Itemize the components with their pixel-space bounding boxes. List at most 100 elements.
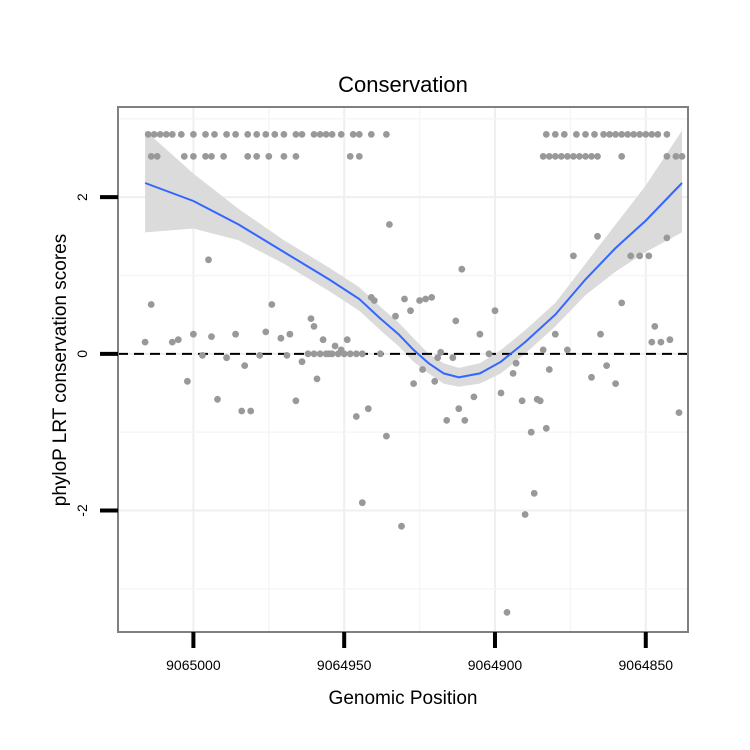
data-point <box>310 323 318 330</box>
data-point <box>618 153 626 160</box>
data-point <box>334 350 342 358</box>
data-point <box>349 131 357 138</box>
data-point <box>238 407 246 415</box>
chart-title: Conservation <box>338 72 468 97</box>
data-point <box>292 153 300 160</box>
data-point <box>177 131 185 138</box>
data-point <box>337 131 345 138</box>
data-point <box>630 131 638 138</box>
data-point <box>437 348 445 356</box>
data-point <box>331 342 339 350</box>
data-point <box>256 352 264 359</box>
data-point <box>322 350 330 358</box>
data-point <box>452 317 460 325</box>
data-point <box>573 131 580 138</box>
data-point <box>268 301 276 308</box>
data-point <box>582 131 589 138</box>
y-tick-label: 0 <box>74 350 90 358</box>
data-point <box>174 336 182 344</box>
data-point <box>570 153 577 160</box>
data-point <box>277 334 285 342</box>
data-point <box>431 377 439 385</box>
smooth-line <box>144 182 683 379</box>
data-point <box>392 312 399 320</box>
data-point <box>202 131 209 138</box>
data-point <box>168 338 176 346</box>
data-point <box>509 370 517 377</box>
data-point <box>594 232 601 240</box>
data-point <box>557 153 565 160</box>
data-point <box>232 330 240 338</box>
data-point <box>241 362 249 369</box>
data-point <box>675 409 683 416</box>
data-point <box>190 153 197 160</box>
data-point <box>449 354 457 362</box>
points-layer <box>141 131 686 616</box>
data-point <box>313 375 321 383</box>
data-point <box>310 350 318 358</box>
data-point <box>298 358 306 366</box>
data-point <box>663 234 671 242</box>
data-point <box>352 413 360 420</box>
data-point <box>672 153 680 160</box>
data-point <box>156 131 164 138</box>
data-point <box>271 131 279 138</box>
data-point <box>564 346 571 354</box>
data-point <box>497 389 505 397</box>
confidence-ribbon <box>145 130 683 387</box>
confidence-ribbon-layer <box>145 130 683 387</box>
data-point <box>560 131 568 138</box>
data-point <box>358 350 366 358</box>
data-point <box>651 323 659 330</box>
data-point <box>503 609 511 616</box>
data-point <box>588 373 595 381</box>
data-point <box>648 338 656 346</box>
data-point <box>223 131 231 138</box>
data-point <box>286 330 294 338</box>
data-point <box>244 153 252 160</box>
data-point <box>253 153 261 160</box>
data-point <box>419 366 426 373</box>
data-point <box>211 131 218 138</box>
y-tick-label: -2 <box>74 504 90 517</box>
data-point <box>594 153 601 160</box>
data-point <box>551 131 559 138</box>
data-point <box>220 153 228 160</box>
data-point <box>244 131 252 138</box>
data-point <box>316 350 324 358</box>
data-point <box>642 131 650 138</box>
data-point <box>545 366 553 373</box>
data-point <box>247 407 255 415</box>
data-point <box>612 380 619 387</box>
data-point <box>386 221 393 228</box>
data-point <box>603 362 610 369</box>
data-point <box>162 131 170 138</box>
data-point <box>551 153 559 160</box>
data-point <box>232 131 240 138</box>
x-axis-label: Genomic Position <box>329 688 478 709</box>
data-point <box>190 131 197 138</box>
data-point <box>180 153 188 160</box>
data-point <box>262 328 270 336</box>
data-point <box>588 153 595 160</box>
data-point <box>536 397 544 405</box>
data-point <box>322 131 330 138</box>
data-point <box>265 153 273 160</box>
data-point <box>407 307 414 315</box>
data-point <box>352 350 360 358</box>
data-point <box>208 333 215 340</box>
data-point <box>346 153 354 160</box>
data-point <box>223 354 231 362</box>
data-point <box>401 295 408 303</box>
data-point <box>434 354 442 362</box>
x-tick-label: 9064950 <box>317 657 372 673</box>
data-point <box>328 131 336 138</box>
data-point <box>545 153 553 160</box>
data-point <box>657 338 665 346</box>
y-tick-label: 2 <box>74 193 90 201</box>
data-point <box>458 265 466 273</box>
data-point <box>422 295 429 303</box>
data-point <box>618 299 626 307</box>
data-point <box>280 153 288 160</box>
